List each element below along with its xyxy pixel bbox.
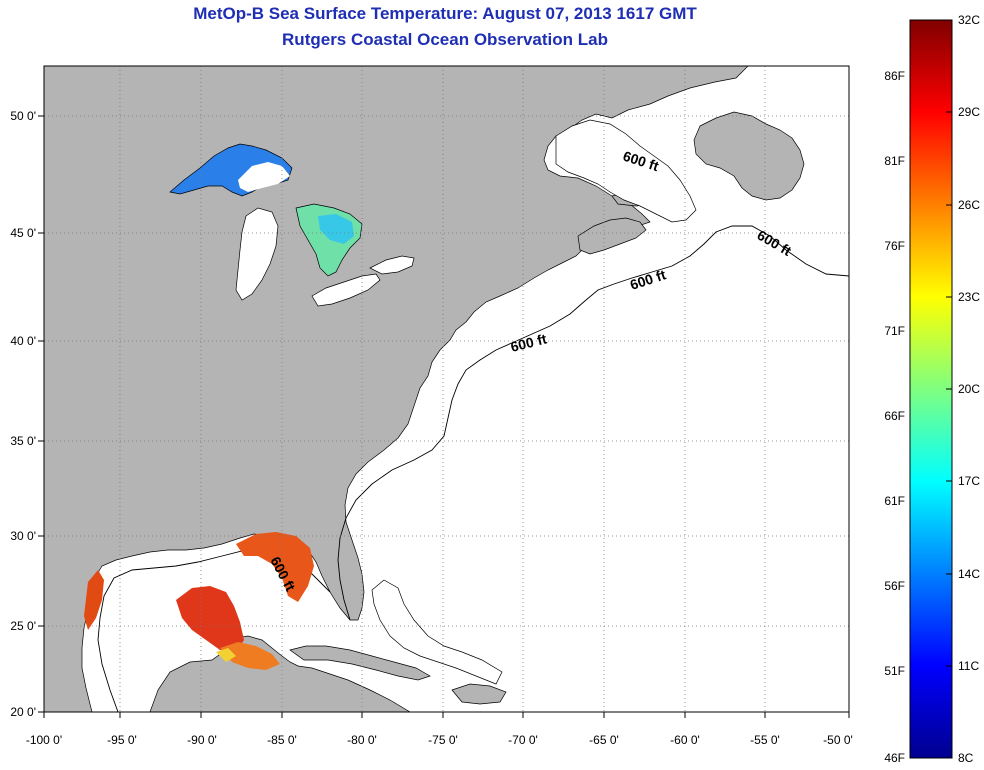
colorbar-c-label: 26C bbox=[958, 198, 980, 212]
colorbar-c-label: 8C bbox=[958, 751, 974, 765]
lat-tick-label: 40 0' bbox=[10, 334, 36, 348]
lat-tick-label: 25 0' bbox=[10, 619, 36, 633]
lon-tick-label: -90 0' bbox=[187, 733, 217, 747]
colorbar-c-label: 11C bbox=[958, 659, 979, 673]
lon-tick-label: -75 0' bbox=[428, 733, 458, 747]
colorbar-f-label: 71F bbox=[884, 324, 905, 338]
lon-tick-label: -50 0' bbox=[823, 733, 853, 747]
sst-gulf-yellow bbox=[216, 648, 236, 662]
lat-tick-label: 30 0' bbox=[10, 529, 36, 543]
colorbar-f-label: 76F bbox=[884, 239, 905, 253]
map-subtitle: Rutgers Coastal Ocean Observation Lab bbox=[282, 30, 608, 49]
land-yucatan bbox=[149, 635, 411, 712]
map-title: MetOp-B Sea Surface Temperature: August … bbox=[193, 4, 697, 23]
colorbar-f-label: 56F bbox=[884, 579, 905, 593]
axis-ticks bbox=[38, 115, 850, 718]
colorbar-f-label: 66F bbox=[884, 409, 905, 423]
colorbar-f-label: 51F bbox=[884, 664, 905, 678]
lon-tick-label: -65 0' bbox=[589, 733, 619, 747]
lake-huron-cold bbox=[318, 214, 354, 244]
lon-tick-label: -95 0' bbox=[107, 733, 137, 747]
colorbar-c-label: 32C bbox=[958, 13, 980, 27]
colorbar-f-label: 46F bbox=[884, 751, 905, 765]
colorbar-ticks bbox=[946, 19, 952, 759]
lon-tick-label: -100 0' bbox=[26, 733, 62, 747]
lon-tick-label: -85 0' bbox=[267, 733, 297, 747]
sst-gulf-south bbox=[220, 642, 280, 670]
colorbar-c-label: 20C bbox=[958, 382, 980, 396]
lon-tick-label: -60 0' bbox=[670, 733, 700, 747]
lon-tick-label: -55 0' bbox=[750, 733, 780, 747]
lon-tick-label: -70 0' bbox=[508, 733, 538, 747]
lat-tick-label: 35 0' bbox=[10, 434, 36, 448]
lake-superior-warm bbox=[238, 162, 290, 192]
colorbar bbox=[909, 19, 953, 759]
colorbar-c-label: 23C bbox=[958, 290, 980, 304]
sst-gulf-texas bbox=[84, 570, 104, 630]
lat-tick-label: 50 0' bbox=[10, 109, 36, 123]
lake-erie bbox=[311, 273, 381, 307]
colorbar-c-label: 14C bbox=[958, 567, 980, 581]
hispaniola bbox=[451, 683, 507, 705]
map-frame bbox=[43, 65, 850, 713]
land-newfoundland bbox=[693, 111, 805, 201]
gulf-st-lawrence bbox=[555, 119, 697, 223]
lon-tick-label: -80 0' bbox=[347, 733, 377, 747]
land-nova-scotia bbox=[577, 217, 647, 255]
land-north-america bbox=[44, 66, 749, 712]
land-cuba bbox=[289, 645, 431, 681]
colorbar-f-label: 81F bbox=[884, 154, 905, 168]
lake-ontario bbox=[369, 255, 415, 275]
colorbar-c-label: 29C bbox=[958, 105, 980, 119]
sst-gulf-east bbox=[236, 532, 314, 602]
bahamas-shelf bbox=[371, 579, 503, 685]
lake-michigan bbox=[235, 207, 279, 301]
colorbar-c-label: 17C bbox=[958, 474, 980, 488]
colorbar-f-label: 86F bbox=[884, 69, 905, 83]
lat-tick-label: 45 0' bbox=[10, 226, 36, 240]
sst-gulf-central bbox=[176, 586, 244, 652]
lat-tick-label: 20 0' bbox=[10, 705, 36, 719]
colorbar-f-label: 61F bbox=[884, 494, 905, 508]
